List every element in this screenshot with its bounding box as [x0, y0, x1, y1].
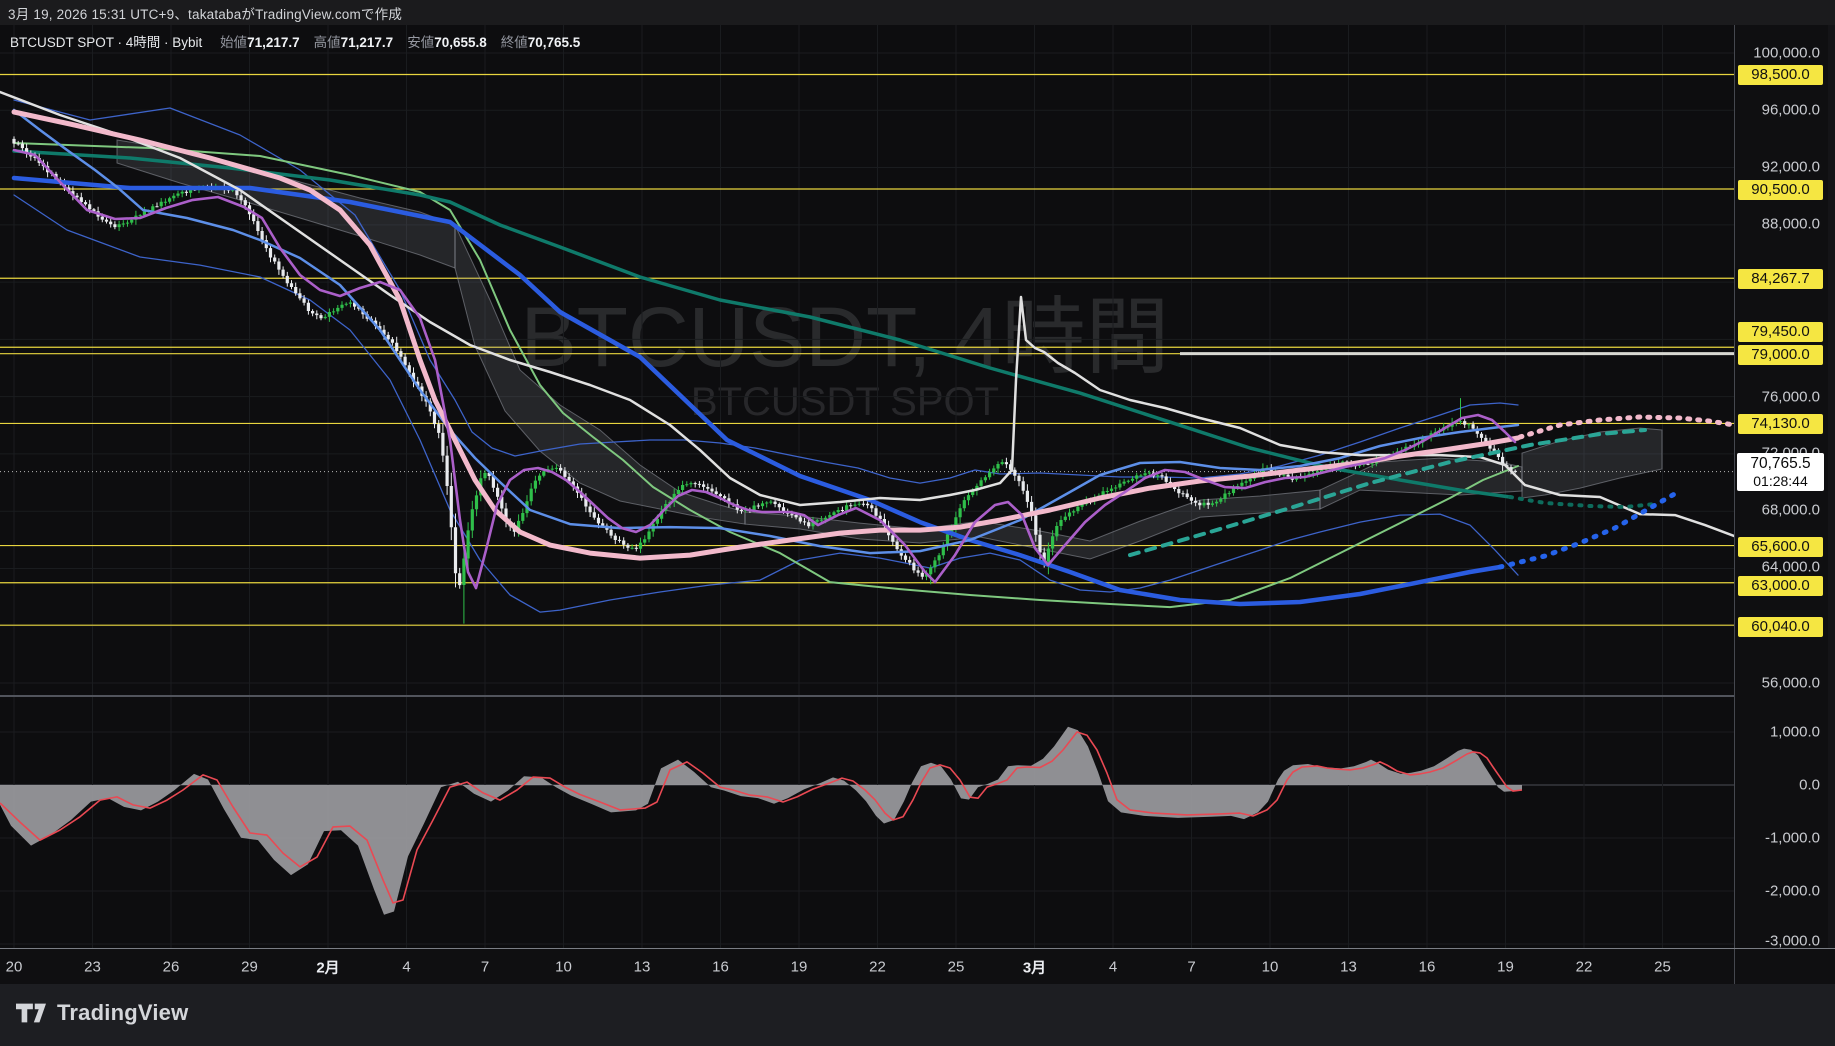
alert-price-label[interactable]: 74,130.0: [1738, 414, 1823, 434]
price-tick-label: 64,000.0: [1761, 558, 1820, 576]
price-tick-label: 92,000.0: [1761, 158, 1820, 176]
time-axis[interactable]: 20 23 26 29 2月 4 7 10 13 16 19 22 25 3月 4 7 10 13 16 19 22 25: [0, 948, 1835, 985]
price-axis[interactable]: 100,000.0 96,000.0 92,000.0 88,000.0 76,000.…: [1734, 25, 1828, 950]
indicator-tick-label: 0.0: [1799, 776, 1820, 794]
time-tick-label: 19: [790, 958, 808, 975]
chart-pane[interactable]: BTCUSDT SPOT · 4時間 · Bybit 始値71,217.7 高値7…: [0, 25, 1734, 948]
indicator-tick-label: -2,000.0: [1764, 882, 1820, 900]
price-tick-label: 100,000.0: [1753, 44, 1820, 62]
alert-price-label[interactable]: 79,000.0: [1738, 345, 1823, 365]
price-tick-label: 56,000.0: [1761, 674, 1820, 692]
symbol-title: BTCUSDT SPOT · 4時間 · Bybit: [10, 35, 203, 50]
time-tick-label: 22: [1575, 958, 1593, 975]
price-tick-label: 88,000.0: [1761, 215, 1820, 233]
time-tick-label: 7: [1187, 958, 1196, 975]
indicator-tick-label: -3,000.0: [1764, 932, 1820, 950]
price-tick-label: 68,000.0: [1761, 501, 1820, 519]
current-price-label: 70,765.5 01:28:44: [1737, 453, 1824, 491]
alert-price-label[interactable]: 60,040.0: [1738, 617, 1823, 637]
alert-price-label[interactable]: 79,450.0: [1738, 322, 1823, 342]
time-tick-label: 16: [1418, 958, 1436, 975]
time-tick-label: 13: [1340, 958, 1357, 975]
time-tick-label: 29: [241, 958, 258, 975]
axis-edge-strip: [1827, 25, 1835, 983]
alert-price-label[interactable]: 90,500.0: [1738, 180, 1823, 200]
tradingview-logo-icon: [16, 1003, 46, 1023]
time-axis-corner: [1734, 949, 1828, 984]
time-tick-label: 4: [402, 958, 411, 975]
creation-info-bar: 3月 19, 2026 15:31 UTC+9、takatabaがTrading…: [0, 0, 1835, 26]
time-tick-label: 10: [1261, 958, 1279, 975]
time-tick-label: 26: [162, 958, 180, 975]
ohlc-value: 71,217.7: [340, 35, 394, 50]
ohlc-value: 71,217.7: [247, 35, 300, 50]
symbol-legend[interactable]: BTCUSDT SPOT · 4時間 · Bybit 始値71,217.7 高値7…: [10, 31, 580, 51]
ohlc-label: 安値: [407, 35, 435, 50]
time-tick-label: 25: [947, 958, 965, 975]
bar-countdown: 01:28:44: [1753, 473, 1808, 489]
tradingview-logo[interactable]: TradingView: [14, 998, 188, 1028]
current-price-value: 70,765.5: [1750, 455, 1811, 472]
pane-separator[interactable]: [0, 695, 1734, 697]
time-tick-label: 22: [869, 958, 886, 975]
price-tick-label: 96,000.0: [1761, 101, 1820, 119]
time-tick-label: 23: [84, 958, 101, 975]
tradingview-logo-text: TradingView: [57, 1000, 189, 1025]
indicator-tick-label: -1,000.0: [1764, 829, 1820, 847]
alert-price-label[interactable]: 63,000.0: [1738, 576, 1823, 596]
time-tick-label: 20: [5, 958, 23, 975]
time-tick-label: 16: [712, 958, 729, 975]
creation-info-text: 3月 19, 2026 15:31 UTC+9、takatabaがTrading…: [8, 6, 403, 22]
time-tick-label: 3月: [1022, 959, 1047, 976]
ohlc-value: 70,655.8: [434, 35, 487, 50]
footer-bar: TradingView: [0, 984, 1835, 1046]
indicator-chart[interactable]: [0, 697, 1734, 948]
ohlc-values: 始値71,217.7 高値71,217.7 安値70,655.8 終値70,765.5: [206, 35, 580, 50]
main-price-chart[interactable]: [0, 25, 1734, 695]
time-tick-label: 10: [555, 958, 572, 975]
time-tick-label: 13: [633, 958, 651, 975]
time-tick-label: 7: [480, 958, 490, 975]
alert-price-label[interactable]: 65,600.0: [1738, 537, 1823, 557]
time-tick-label: 4: [1108, 958, 1118, 975]
ohlc-label: 始値: [220, 35, 248, 50]
indicator-tick-label: 1,000.0: [1769, 723, 1820, 741]
ohlc-value: 70,765.5: [527, 35, 581, 50]
time-tick-label: 2月: [316, 959, 340, 976]
ohlc-label: 高値: [313, 35, 341, 50]
price-tick-label: 76,000.0: [1761, 388, 1820, 406]
time-tick-label: 19: [1497, 958, 1514, 975]
alert-price-label[interactable]: 98,500.0: [1738, 65, 1823, 85]
ohlc-label: 終値: [500, 35, 528, 50]
time-tick-label: 25: [1654, 958, 1671, 975]
alert-price-label[interactable]: 84,267.7: [1738, 269, 1823, 289]
